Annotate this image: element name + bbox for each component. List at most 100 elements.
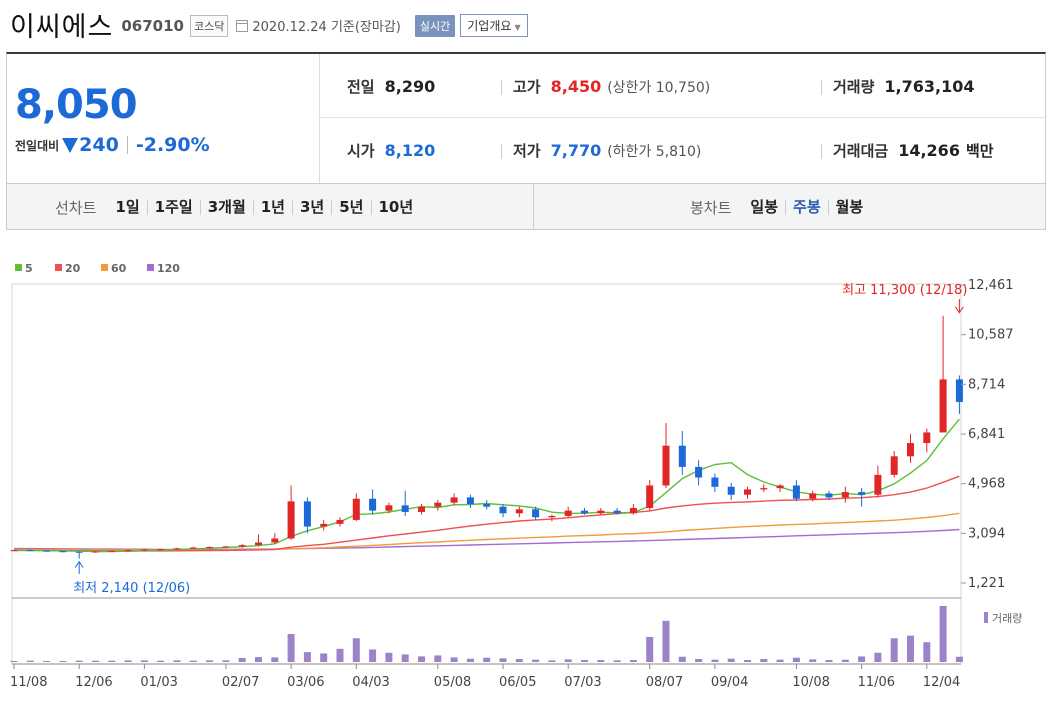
candle-body xyxy=(10,550,18,552)
candle-option-daily[interactable]: 일봉 xyxy=(750,198,779,216)
y-tick-label: 10,587 xyxy=(968,328,1014,343)
volume-bar xyxy=(613,660,621,662)
candle-body xyxy=(336,519,344,524)
volume-bar xyxy=(401,654,409,662)
trade-value-unit: 백만 xyxy=(965,142,994,160)
candle-body xyxy=(629,507,637,514)
candle-body xyxy=(238,545,246,547)
volume-bar xyxy=(206,660,214,662)
period-option-5y[interactable]: 5년 xyxy=(331,200,370,215)
volume-bar xyxy=(222,660,230,662)
volume-bar xyxy=(108,660,116,662)
period-option-1d[interactable]: 1일 xyxy=(115,198,140,216)
legend-label-ma20: 20 xyxy=(65,262,81,275)
calendar-icon xyxy=(236,20,249,32)
candle-body xyxy=(858,492,866,495)
candle-chart-options: 봉차트 일봉 주봉 월봉 xyxy=(690,197,870,218)
candle-body xyxy=(678,445,686,467)
volume-bar xyxy=(646,636,654,662)
period-option-3y[interactable]: 3년 xyxy=(292,200,331,215)
line-chart-label: 선차트 xyxy=(55,199,97,217)
chart-legend: 5 20 60 120 xyxy=(15,262,180,275)
legend-label-ma60: 60 xyxy=(111,262,127,275)
volume-bar xyxy=(238,658,246,662)
volume-bar xyxy=(581,660,588,662)
stock-header: 이씨에스 067010 코스닥 2020.12.24 기준(장마감) 실시간 기… xyxy=(10,6,1045,43)
candle-body xyxy=(874,474,882,495)
candle-option-weekly[interactable]: 주봉 xyxy=(785,200,828,215)
trade-value: 거래대금 14,266 백만 xyxy=(833,140,994,161)
volume-bar xyxy=(711,659,719,662)
prev-close-label: 전일 xyxy=(347,78,375,96)
candle-body xyxy=(923,432,931,444)
volume-bar xyxy=(418,656,425,662)
volume-bar xyxy=(809,659,817,662)
divider xyxy=(533,184,534,229)
volume-bar xyxy=(515,659,523,662)
candle-body xyxy=(613,510,621,514)
volume-bar xyxy=(352,638,360,662)
candle-body xyxy=(532,509,540,518)
trade-value-label: 거래대금 xyxy=(833,142,889,160)
volume-bar xyxy=(59,661,67,663)
period-selector-bar: 선차트 1일 1주일 3개월 1년 3년 5년 10년 봉차트 일봉 주봉 월봉 xyxy=(6,184,1046,230)
x-tick-label: 08/07 xyxy=(646,675,683,690)
current-price: 8,050 xyxy=(15,82,138,128)
volume-bar xyxy=(744,660,751,662)
period-option-10y[interactable]: 10년 xyxy=(370,200,421,215)
stock-chart: 5 20 60 120 거래량 12,461 10,587 8,714 6,841 4,968… xyxy=(10,262,1022,690)
market-badge: 코스닥 xyxy=(190,14,229,37)
volume-bar xyxy=(923,642,931,662)
date-basis: 2020.12.24 기준(장마감) xyxy=(252,20,401,35)
change-amount: 240 xyxy=(79,134,119,156)
realtime-button[interactable]: 실시간 xyxy=(414,14,456,37)
max-arrow-head xyxy=(954,306,964,314)
volume-bar xyxy=(336,648,344,662)
y-tick-label: 6,841 xyxy=(968,427,1005,442)
x-tick-label: 09/04 xyxy=(711,675,748,690)
divider xyxy=(821,80,822,95)
candle-body xyxy=(124,550,132,552)
divider xyxy=(319,54,320,183)
volume-bar xyxy=(907,635,914,662)
low-price: 저가 7,770 (하한가 5,810) xyxy=(513,140,701,161)
high-value: 8,450 xyxy=(550,77,602,96)
price-panel: 8,050 전일대비 240 -2.90% 전일 8,290 고가 8,450 … xyxy=(6,52,1046,184)
candle-chart-label: 봉차트 xyxy=(690,199,732,217)
open-price: 시가 8,120 xyxy=(347,140,435,161)
high-price: 고가 8,450 (상한가 10,750) xyxy=(513,76,710,97)
legend-swatch-ma20 xyxy=(55,264,62,271)
legend-swatch-ma120 xyxy=(147,264,154,271)
volume-legend-label: 거래량 xyxy=(992,612,1022,625)
candle-body xyxy=(776,485,784,489)
volume-bar xyxy=(124,660,132,662)
candle-option-monthly[interactable]: 월봉 xyxy=(827,200,871,215)
volume-bar xyxy=(629,660,637,662)
period-option-1y[interactable]: 1년 xyxy=(252,200,292,215)
volume-bar xyxy=(760,659,768,662)
candle-body xyxy=(450,497,458,503)
candle-body xyxy=(499,506,507,514)
period-option-1w[interactable]: 1주일 xyxy=(146,200,200,215)
volume-bar xyxy=(369,649,377,662)
x-tick-label: 04/03 xyxy=(352,675,389,690)
x-tick-label: 10/08 xyxy=(792,675,829,690)
open-value: 8,120 xyxy=(384,141,436,160)
volume-bar xyxy=(271,657,279,662)
company-overview-label: 기업개요 xyxy=(467,19,512,33)
candle-body xyxy=(711,477,719,487)
volume-bar xyxy=(75,660,83,662)
volume-bar xyxy=(874,652,882,662)
volume-bar xyxy=(26,660,34,662)
divider xyxy=(501,80,502,95)
volume-bar xyxy=(678,656,686,662)
volume-bar xyxy=(597,660,605,662)
y-tick-label: 4,968 xyxy=(968,477,1005,492)
candle-body xyxy=(287,501,295,539)
company-name: 이씨에스 xyxy=(10,11,114,43)
volume-bar xyxy=(255,657,262,662)
company-overview-dropdown[interactable]: 기업개요 ▼ xyxy=(460,14,528,37)
candle-body xyxy=(206,546,214,548)
volume-bar xyxy=(858,656,866,662)
period-option-3m[interactable]: 3개월 xyxy=(199,200,253,215)
